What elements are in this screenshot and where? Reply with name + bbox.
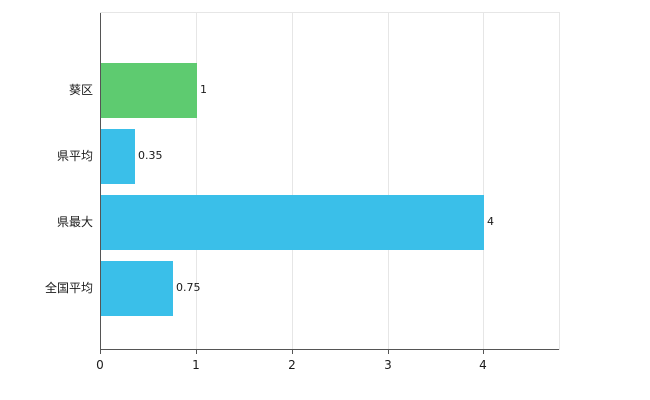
y-axis-line — [100, 13, 101, 350]
gridline — [196, 13, 197, 350]
x-axis-tick — [100, 350, 101, 354]
plot-area — [100, 12, 560, 350]
x-axis-tick — [388, 350, 389, 354]
gridline — [483, 13, 484, 350]
category-label: 葵区 — [68, 82, 93, 97]
bar-value-label: 4 — [487, 214, 494, 228]
bar-3 — [101, 195, 484, 250]
x-axis-tick-label: 2 — [288, 358, 296, 372]
gridline — [388, 13, 389, 350]
gridline — [292, 13, 293, 350]
x-axis-line — [100, 349, 559, 350]
x-axis-tick — [196, 350, 197, 354]
category-label: 県最大 — [56, 214, 93, 229]
bar-1 — [101, 63, 197, 118]
bar-value-label: 1 — [200, 82, 207, 96]
bar-4 — [101, 261, 173, 316]
x-axis-tick-label: 4 — [479, 358, 487, 372]
bar-value-label: 0.75 — [176, 280, 201, 294]
x-axis-tick-label: 1 — [192, 358, 200, 372]
x-axis-tick — [483, 350, 484, 354]
x-axis-tick — [292, 350, 293, 354]
x-axis-tick-label: 0 — [96, 358, 104, 372]
bar-value-label: 0.35 — [138, 148, 163, 162]
x-axis-tick-label: 3 — [384, 358, 392, 372]
category-label: 全国平均 — [44, 280, 93, 295]
bar-2 — [101, 129, 135, 184]
category-label: 県平均 — [56, 148, 93, 163]
